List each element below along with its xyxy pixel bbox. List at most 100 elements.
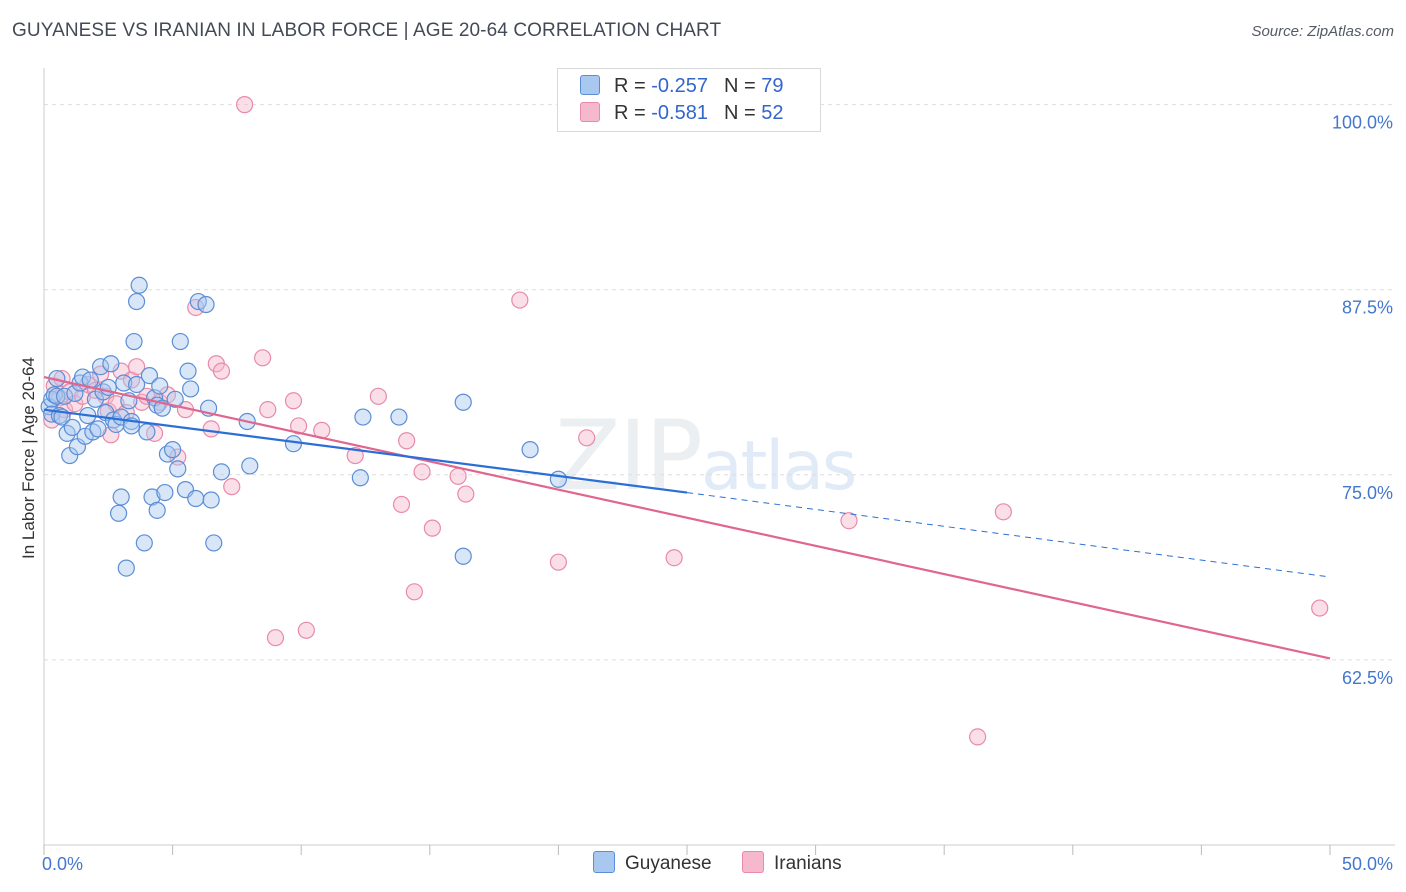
guyanese-point bbox=[354, 408, 372, 426]
guyanese-point bbox=[164, 441, 182, 459]
guyanese-point bbox=[197, 295, 215, 314]
iranians-point bbox=[969, 728, 987, 746]
guyanese-point bbox=[112, 488, 130, 506]
watermark-atlas: atlas bbox=[700, 427, 857, 506]
iranians-point bbox=[423, 519, 441, 537]
legend-row-guyanese: R = -0.257 N = 79 bbox=[580, 75, 783, 99]
iranians-point bbox=[457, 485, 475, 503]
guyanese-point bbox=[179, 362, 197, 380]
guyanese-point bbox=[63, 418, 81, 437]
x-tick-label: 0.0% bbox=[42, 854, 83, 874]
guyanese-point bbox=[171, 332, 189, 351]
iranians-r-label: R = bbox=[614, 102, 646, 124]
guyanese-point bbox=[151, 377, 169, 395]
iranians-n-label: N = bbox=[723, 102, 756, 124]
iranians-point bbox=[405, 583, 423, 601]
guyanese-point bbox=[454, 547, 472, 565]
iranians-point bbox=[284, 392, 303, 410]
guyanese-r-value: -0.257 bbox=[651, 75, 708, 97]
iranians-point bbox=[202, 420, 220, 438]
iranians-point bbox=[549, 553, 568, 571]
trend-lines bbox=[43, 376, 1331, 660]
iranians-point bbox=[392, 495, 411, 514]
iranians-point bbox=[297, 621, 315, 639]
guyanese-point bbox=[549, 470, 568, 488]
iranians-point bbox=[223, 478, 241, 496]
iranians-point bbox=[398, 432, 416, 450]
guyanese-swatch bbox=[580, 75, 600, 95]
guyanese-point bbox=[138, 423, 156, 441]
guyanese-point bbox=[89, 420, 107, 438]
y-tick-label: 62.5% bbox=[1342, 668, 1393, 688]
iranians-point bbox=[994, 503, 1012, 521]
guyanese-point bbox=[102, 355, 120, 373]
guyanese-point bbox=[454, 393, 472, 411]
guyanese-point bbox=[182, 380, 200, 398]
y-tick-label: 100.0% bbox=[1332, 113, 1393, 133]
iranians-point bbox=[1311, 599, 1329, 617]
iranians-point bbox=[236, 96, 254, 114]
guyanese-point bbox=[127, 375, 146, 394]
guyanese-point bbox=[284, 435, 303, 453]
y-tick-label: 75.0% bbox=[1342, 483, 1393, 503]
guyanese-point bbox=[127, 292, 146, 311]
guyanese-point bbox=[351, 469, 369, 487]
guyanese-point bbox=[130, 276, 148, 294]
guyanese-point bbox=[187, 489, 205, 508]
iranians-n-value: 52 bbox=[761, 102, 784, 124]
guyanese-point bbox=[91, 358, 110, 376]
guyanese-point bbox=[166, 390, 184, 408]
iranians-point bbox=[259, 401, 277, 419]
chart-title: GUYANESE VS IRANIAN IN LABOR FORCE | AGE… bbox=[12, 20, 722, 41]
iranians-point bbox=[449, 467, 467, 485]
iranians-point bbox=[578, 429, 596, 447]
iranians-points bbox=[43, 96, 1329, 746]
guyanese-point bbox=[156, 483, 174, 502]
axis-labels: 62.5% 75.0% 87.5% 100.0% 0.0% 50.0% In Labor F… bbox=[19, 113, 1393, 874]
guyanese-point bbox=[212, 463, 231, 481]
guyanese-point bbox=[135, 534, 153, 552]
guyanese-point bbox=[125, 332, 143, 351]
guyanese-legend-label: Guyanese bbox=[625, 853, 712, 874]
guyanese-point bbox=[205, 534, 223, 552]
guyanese-trendline-extension bbox=[686, 492, 1331, 578]
iranians-point bbox=[266, 629, 285, 647]
iranians-point bbox=[346, 446, 364, 465]
bottom-legend-iranians: Iranians bbox=[742, 851, 842, 875]
grid-lines bbox=[44, 104, 1395, 661]
guyanese-point bbox=[169, 460, 187, 478]
guyanese-point bbox=[140, 366, 159, 385]
guyanese-point bbox=[115, 374, 133, 392]
iranians-legend-swatch bbox=[742, 851, 764, 873]
guyanese-point bbox=[109, 504, 128, 522]
guyanese-point bbox=[117, 559, 135, 577]
iranians-point bbox=[290, 417, 308, 435]
iranians-trendline bbox=[43, 376, 1331, 660]
guyanese-r-label: R = bbox=[614, 75, 646, 97]
axes bbox=[43, 68, 1395, 855]
guyanese-point bbox=[148, 501, 166, 519]
iranians-point bbox=[369, 387, 387, 405]
iranians-point bbox=[840, 512, 858, 530]
iranians-point bbox=[212, 362, 231, 380]
iranians-r-value: -0.581 bbox=[651, 102, 708, 124]
bottom-legend-guyanese: Guyanese bbox=[593, 851, 712, 875]
guyanese-trendline bbox=[43, 408, 688, 494]
guyanese-point bbox=[55, 387, 74, 405]
iranians-legend-label: Iranians bbox=[774, 853, 842, 874]
y-tick-label: 87.5% bbox=[1342, 298, 1393, 318]
iranians-point bbox=[665, 549, 683, 567]
iranians-point bbox=[413, 463, 431, 481]
guyanese-point bbox=[521, 441, 539, 459]
guyanese-point bbox=[390, 408, 408, 426]
y-axis-label: In Labor Force | Age 20-64 bbox=[19, 357, 38, 559]
guyanese-point bbox=[66, 384, 84, 402]
guyanese-point bbox=[202, 491, 220, 509]
source-label: Source: ZipAtlas.com bbox=[1251, 23, 1394, 40]
guyanese-n-label: N = bbox=[723, 75, 756, 97]
guyanese-point bbox=[241, 457, 259, 475]
guyanese-n-value: 79 bbox=[761, 75, 784, 97]
iranians-point bbox=[254, 349, 272, 367]
guyanese-legend-swatch bbox=[593, 851, 615, 873]
